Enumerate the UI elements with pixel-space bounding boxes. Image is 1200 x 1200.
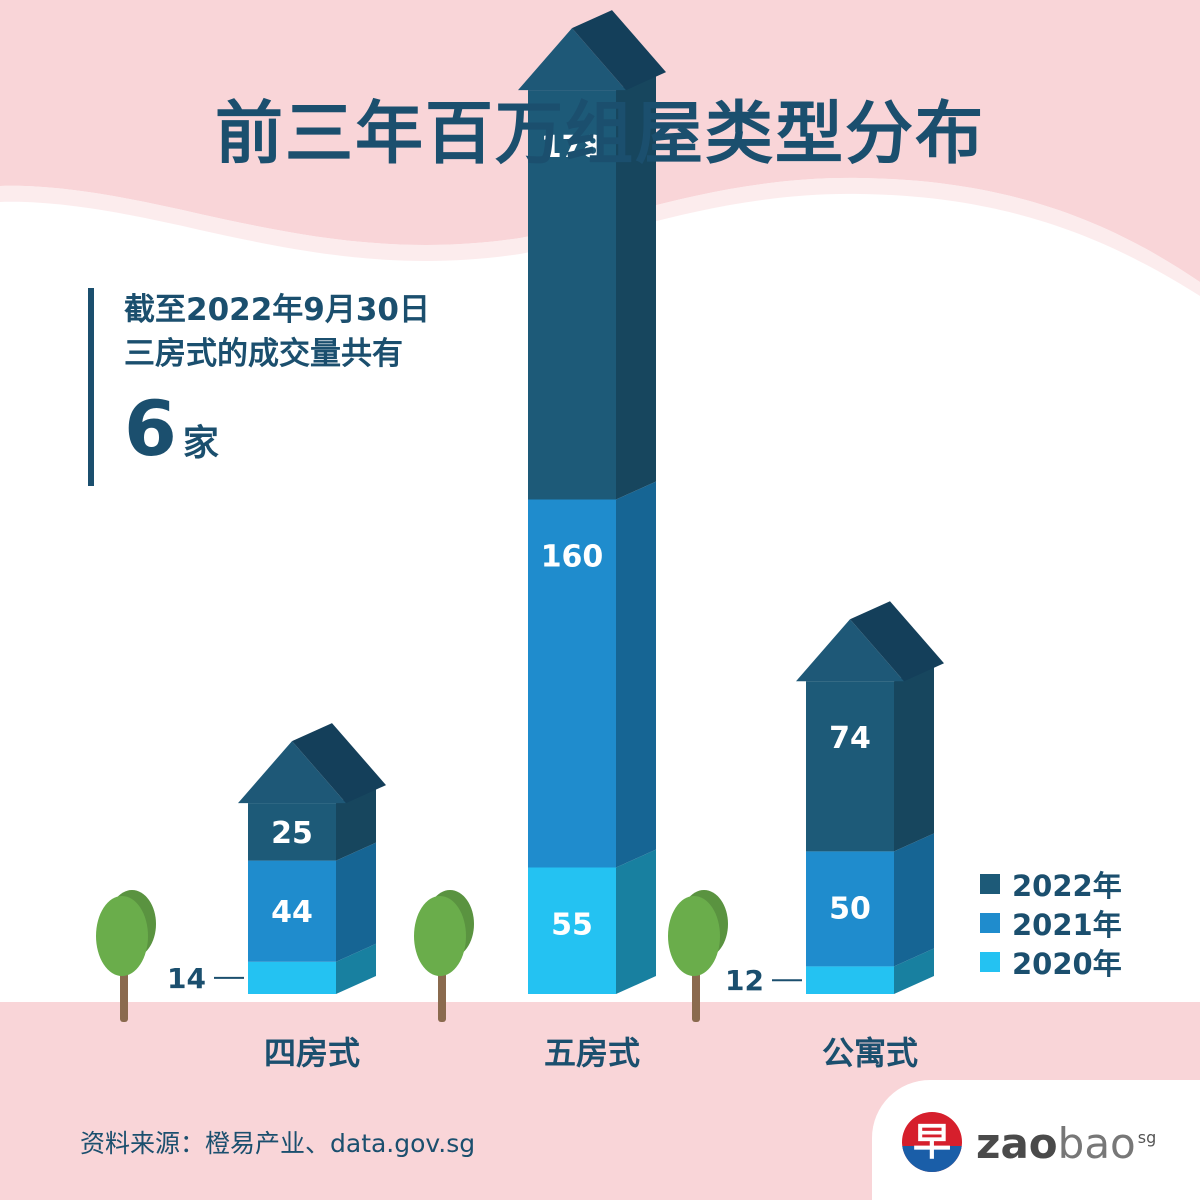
legend-label: 2022年 bbox=[1012, 868, 1122, 903]
bar-side-2021-1 bbox=[336, 842, 376, 962]
note-line-2: 三房式的成交量共有 bbox=[124, 336, 403, 372]
bar-side-2021-2 bbox=[616, 481, 656, 868]
roof-front-3 bbox=[796, 619, 904, 682]
zaobao-logo: 早 bbox=[902, 1112, 962, 1172]
bar-side-2022-2 bbox=[616, 72, 656, 500]
category-label-2: 五房式 bbox=[544, 1034, 640, 1072]
data-label-2022-1: 25 bbox=[271, 816, 313, 851]
roof-side-3 bbox=[850, 601, 944, 682]
legend-label: 2021年 bbox=[1012, 907, 1122, 942]
bar-2022-3 bbox=[806, 681, 894, 852]
bar-2020-3 bbox=[806, 966, 894, 994]
data-label-2021-2: 160 bbox=[541, 540, 604, 575]
brand-name-light: bao bbox=[1057, 1119, 1136, 1168]
roof-front-2 bbox=[518, 28, 626, 91]
data-label-2022-2: 178 bbox=[541, 130, 604, 165]
bar-side-2020-3 bbox=[894, 948, 934, 994]
note-value: 6 bbox=[124, 384, 177, 473]
roof-side-1 bbox=[292, 723, 386, 804]
brand-name-bold: zao bbox=[976, 1119, 1058, 1168]
legend-swatch bbox=[980, 873, 1000, 894]
tree-icon bbox=[96, 890, 156, 1022]
note-line-1: 截至2022年9月30日 bbox=[124, 292, 430, 328]
legend-swatch bbox=[980, 951, 1000, 972]
bar-2020-1 bbox=[248, 961, 336, 994]
trees bbox=[96, 890, 728, 1022]
roof-front-1 bbox=[238, 741, 346, 804]
bar-2021-1 bbox=[248, 860, 336, 962]
bar-side-2021-3 bbox=[894, 833, 934, 967]
roof-side-2 bbox=[572, 10, 666, 91]
legend-item-2021: 2021年 bbox=[980, 903, 1122, 942]
bar-side-2020-1 bbox=[336, 943, 376, 994]
legend-swatch bbox=[980, 912, 1000, 933]
legend: 2022年 2021年 2020年 bbox=[980, 864, 1122, 981]
bar-2022-1 bbox=[248, 803, 336, 861]
tree-icon bbox=[668, 890, 728, 1022]
data-label-2020-2: 55 bbox=[551, 908, 593, 943]
data-label-2022-3: 74 bbox=[829, 721, 871, 756]
stacked-bars bbox=[238, 10, 944, 994]
legend-item-2022: 2022年 bbox=[980, 864, 1122, 903]
brand-badge: 早 zaobao sg bbox=[872, 1080, 1200, 1200]
data-label-2020-3: 12 bbox=[725, 964, 764, 997]
data-label-2021-1: 44 bbox=[271, 895, 313, 930]
bar-side-2022-3 bbox=[894, 663, 934, 852]
header-wave-light bbox=[0, 177, 1200, 296]
logo-lower-band bbox=[902, 1146, 962, 1172]
source-note: 资料来源：橙易产业、data.gov.sg bbox=[80, 1129, 476, 1158]
bar-2022-2 bbox=[528, 90, 616, 500]
category-label-3: 公寓式 bbox=[822, 1034, 918, 1072]
data-labels: 14 44 25 四房式 55 160 178 五房式 12 50 74 公寓式 bbox=[167, 130, 918, 1072]
bar-2021-3 bbox=[806, 851, 894, 967]
legend-item-2020: 2020年 bbox=[980, 942, 1122, 981]
brand-suffix: sg bbox=[1137, 1128, 1157, 1147]
data-label-2020-1: 14 bbox=[167, 962, 206, 995]
bar-2021-2 bbox=[528, 499, 616, 868]
brand-wordmark: zaobao sg bbox=[976, 1120, 1156, 1168]
logo-glyph: 早 bbox=[912, 1120, 951, 1164]
bar-side-2020-2 bbox=[616, 849, 656, 994]
bar-2020-2 bbox=[528, 867, 616, 994]
data-label-2021-3: 50 bbox=[829, 891, 871, 926]
bar-side-2022-1 bbox=[336, 785, 376, 861]
chart-title: 前三年百万组屋类型分布 bbox=[214, 95, 985, 174]
legend-label: 2020年 bbox=[1012, 946, 1122, 981]
category-label-1: 四房式 bbox=[264, 1034, 360, 1072]
note-unit: 家 bbox=[182, 423, 219, 464]
tree-icon bbox=[414, 890, 474, 1022]
